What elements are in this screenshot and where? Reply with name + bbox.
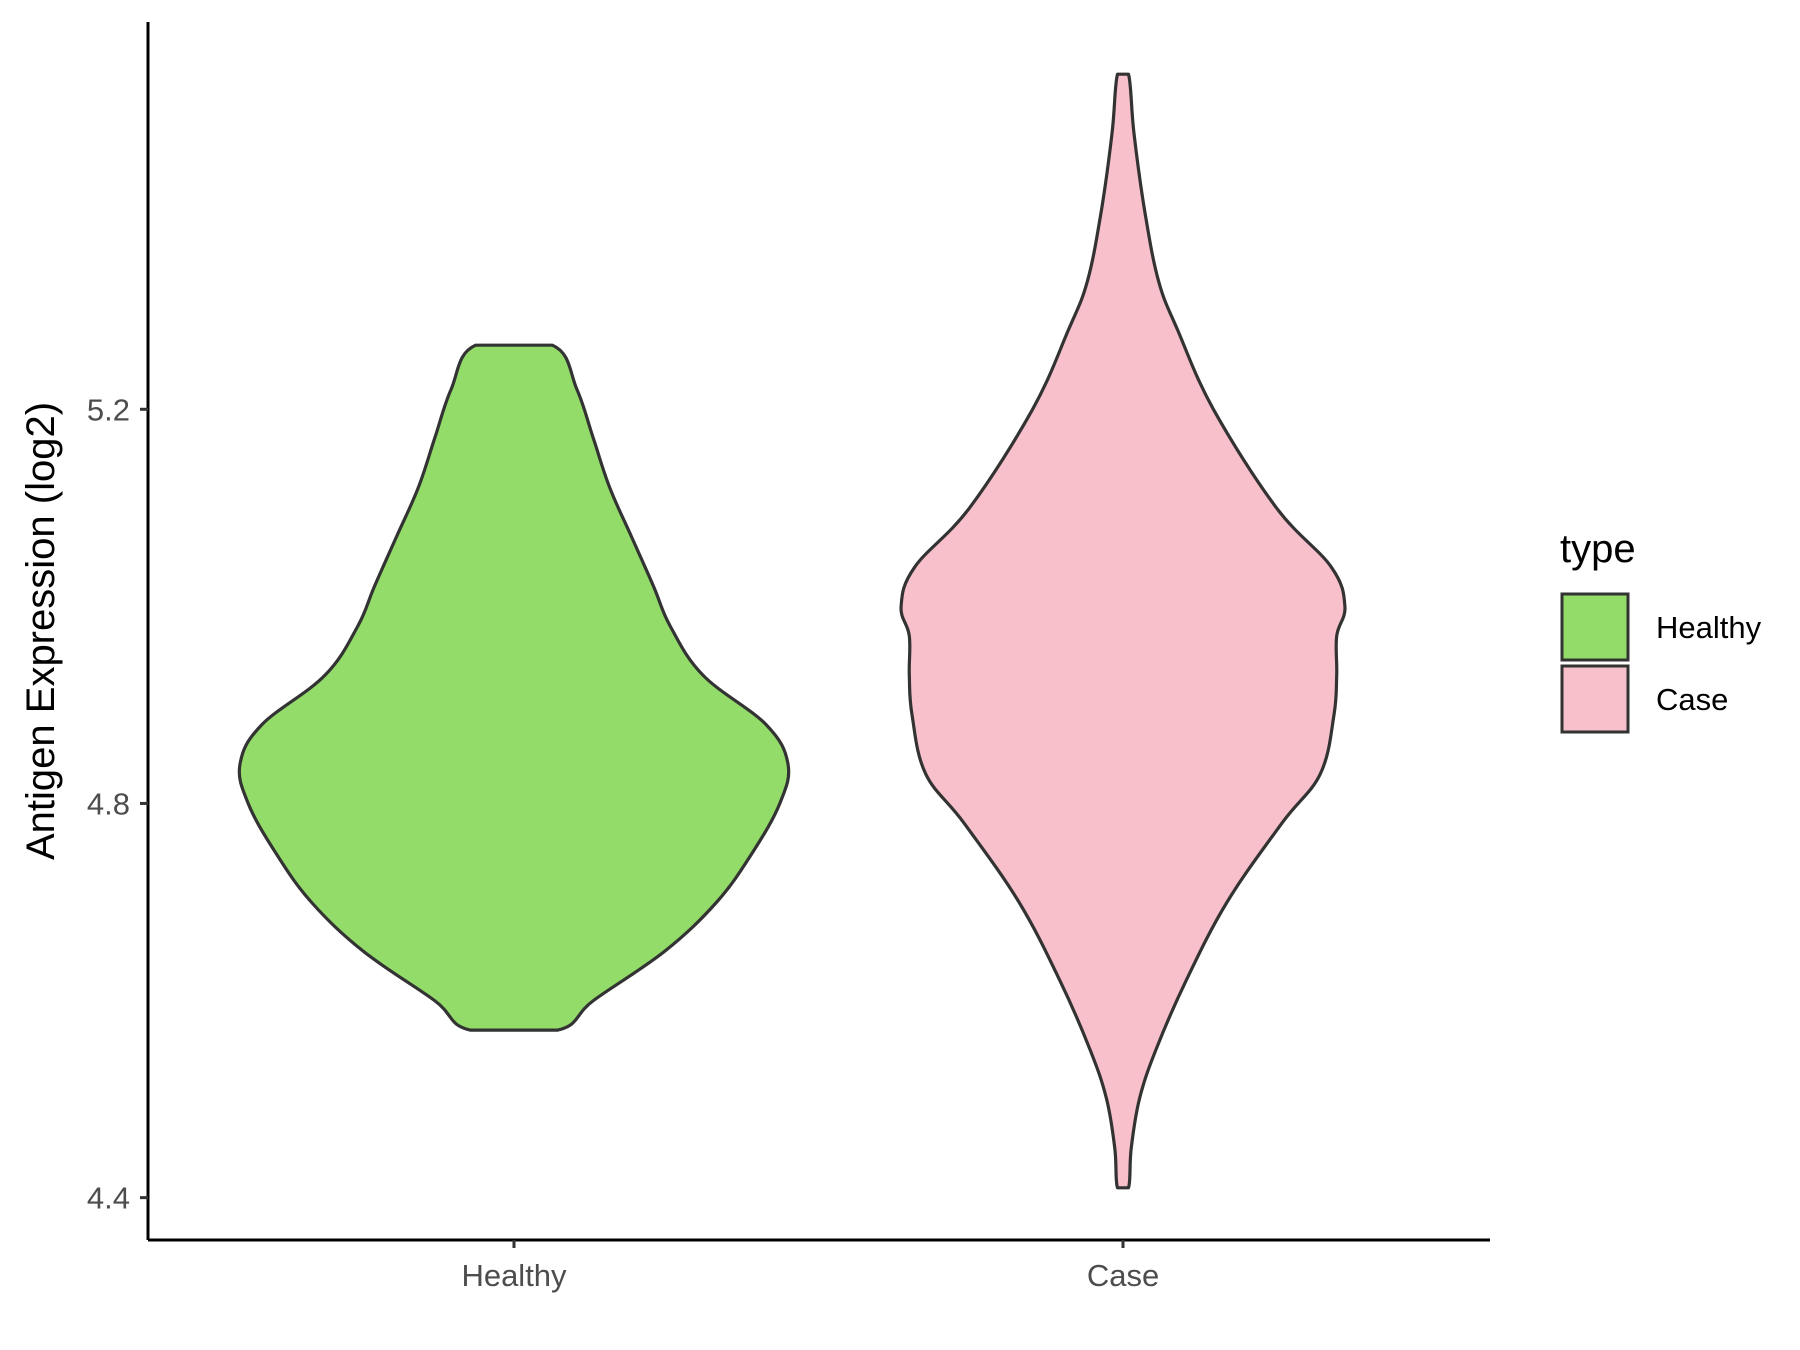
legend-items: Healthy Case [1560, 592, 1762, 734]
y-tick-label: 5.2 [87, 392, 130, 427]
legend-key-healthy [1560, 592, 1630, 662]
y-axis-ticks: 4.4 4.8 5.2 [87, 392, 148, 1216]
x-tick-label: Case [1087, 1258, 1159, 1293]
x-tick-label: Healthy [461, 1258, 567, 1293]
y-axis-title: Antigen Expression (log2) [19, 402, 63, 860]
violin-healthy [237, 343, 791, 1032]
legend: type Healthy Case [1560, 527, 1762, 734]
x-axis-ticks: Healthy Case [461, 1240, 1159, 1293]
legend-key-case [1560, 664, 1630, 734]
violin-case [899, 72, 1347, 1190]
violin-layer [237, 72, 1347, 1190]
legend-title: type [1560, 527, 1636, 571]
legend-label-case: Case [1656, 682, 1728, 717]
y-tick-label: 4.8 [87, 786, 130, 821]
legend-label-healthy: Healthy [1656, 610, 1762, 645]
y-tick-label: 4.4 [87, 1181, 130, 1216]
